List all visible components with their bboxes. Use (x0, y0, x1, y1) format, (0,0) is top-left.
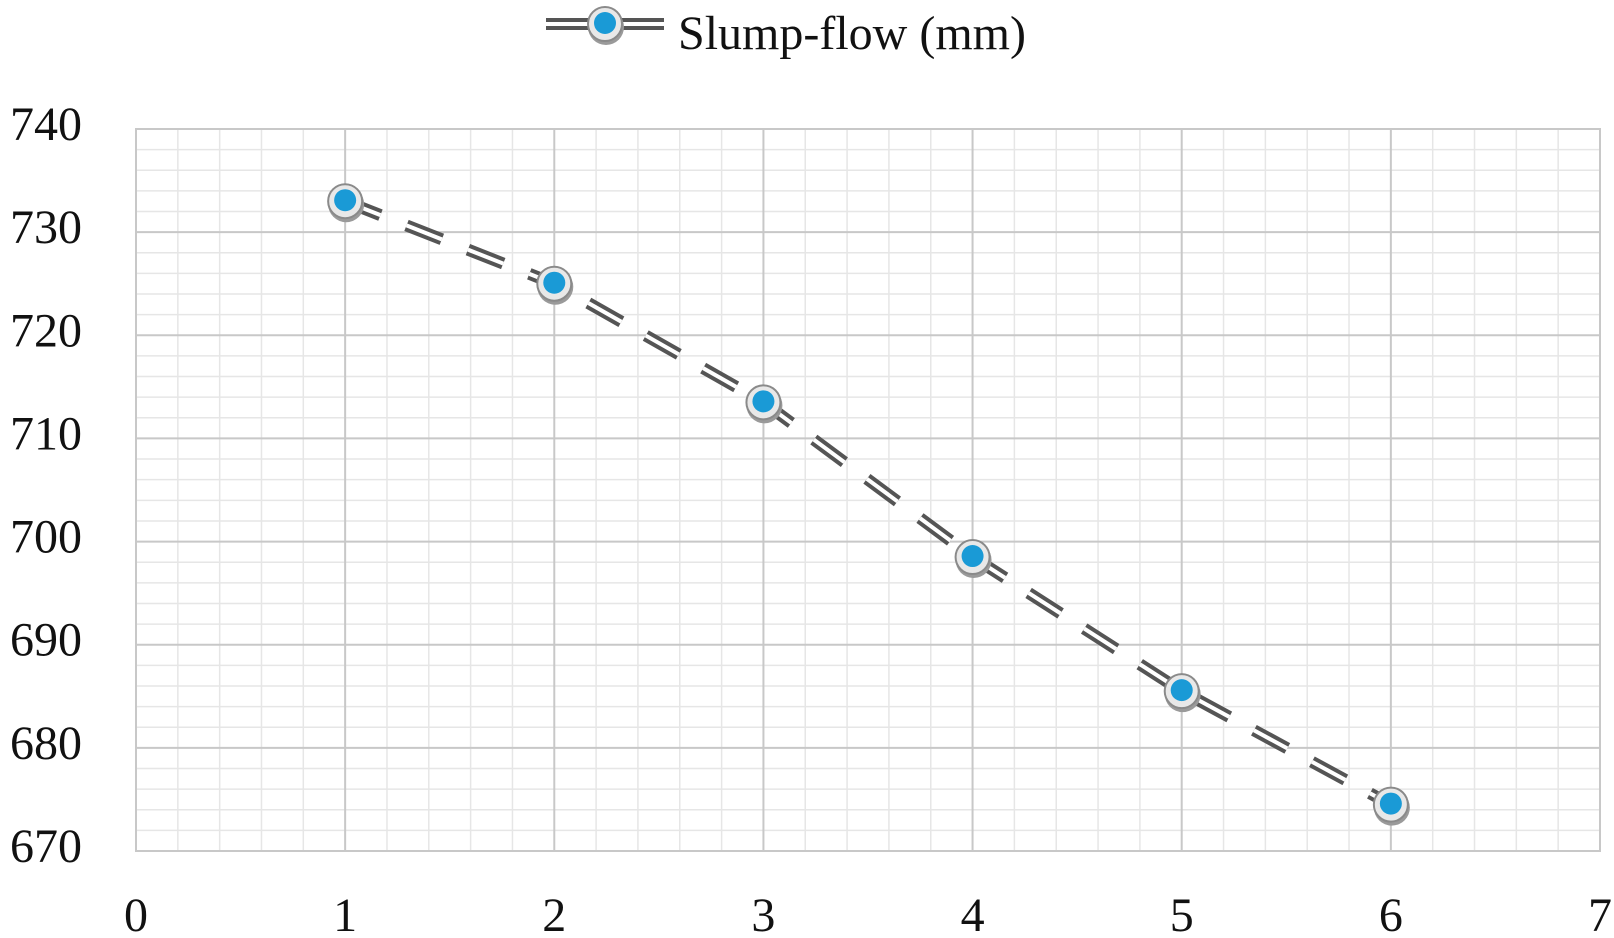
legend-line-marker-swatch (546, 6, 664, 45)
legend-entry-label: Slump-flow (mm) (678, 7, 1026, 60)
series-line (342, 195, 1394, 810)
data-point-marker (1170, 679, 1193, 702)
y-tick-label: 720 (10, 304, 82, 357)
major-gridlines (135, 128, 1601, 852)
data-point-marker (752, 390, 775, 413)
x-tick-label: 0 (124, 889, 148, 938)
x-tick-label: 3 (751, 889, 775, 938)
x-tick-label: 5 (1170, 889, 1194, 938)
y-tick-label: 730 (10, 201, 82, 254)
y-tick-label: 700 (10, 511, 82, 564)
data-point (327, 183, 365, 223)
data-point-marker (543, 271, 566, 294)
data-point-marker (961, 545, 984, 568)
x-tick-label: 7 (1588, 889, 1612, 938)
y-tick-label: 690 (10, 614, 82, 667)
series-points (327, 183, 1410, 826)
y-tick-label: 740 (10, 98, 82, 151)
x-tick-label: 6 (1379, 889, 1403, 938)
series-line-outer (342, 195, 1394, 810)
data-point (1372, 786, 1410, 826)
legend-marker (594, 12, 616, 34)
series-line-inner (344, 199, 1392, 807)
y-tick-label: 680 (10, 717, 82, 770)
y-tick-label: 670 (10, 820, 82, 873)
x-tick-label: 4 (961, 889, 985, 938)
plot-area (135, 128, 1601, 852)
data-point (745, 384, 783, 424)
y-axis-tick-labels: 670 680 690 700 710 720 730 740 (10, 98, 82, 873)
data-point (536, 265, 574, 305)
data-point-marker (1379, 792, 1402, 815)
data-point (1163, 673, 1201, 713)
x-axis-tick-labels: 0 1 2 3 4 5 6 7 (124, 889, 1612, 938)
chart-legend: Slump-flow (mm) (546, 6, 1026, 60)
data-point-marker (334, 189, 357, 212)
x-tick-label: 2 (542, 889, 566, 938)
y-tick-label: 710 (10, 407, 82, 460)
data-point (954, 539, 992, 579)
minor-gridlines (136, 129, 1600, 851)
x-tick-label: 1 (333, 889, 357, 938)
